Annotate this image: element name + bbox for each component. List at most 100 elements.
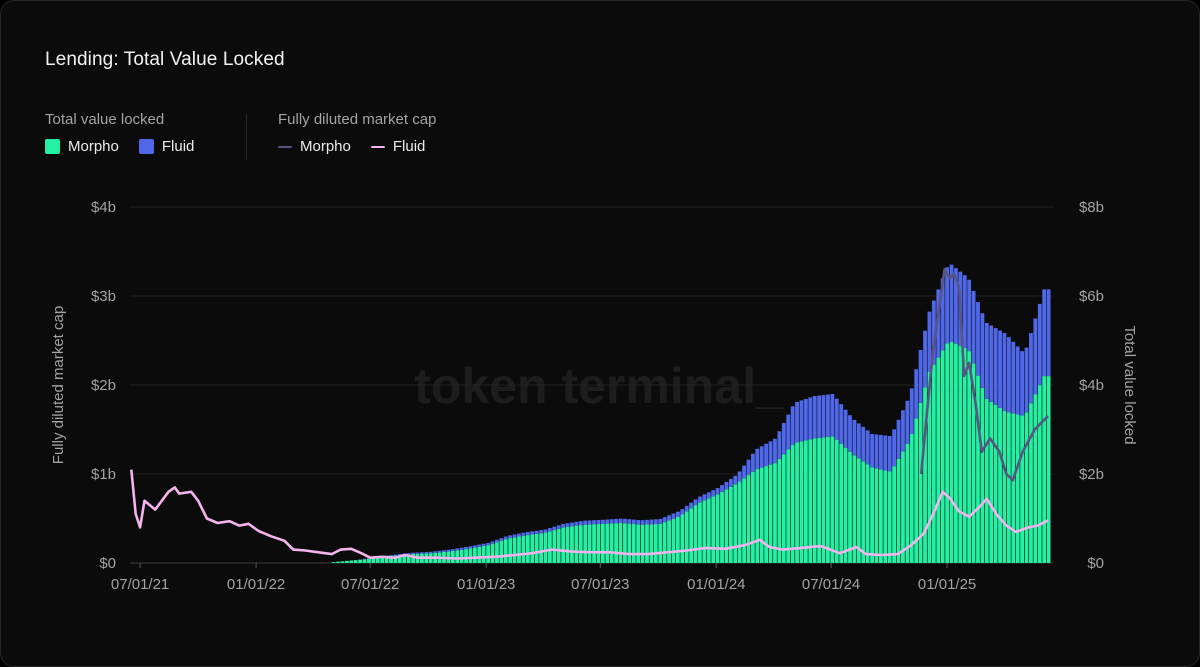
bar-fluid [1024,347,1029,413]
left-tick-label: $4b [91,199,116,216]
bar-fluid [495,539,499,543]
bar-morpho [861,461,866,563]
bar-morpho [521,535,526,563]
bar-morpho [636,524,641,563]
bar-morpho [503,539,508,563]
bar-morpho [592,524,596,563]
left-tick-label: $0 [99,555,116,572]
bar-fluid [711,490,716,497]
right-tick-label: $6b [1079,288,1104,305]
bar-morpho [578,525,583,563]
bar-morpho [711,496,716,563]
bar-fluid [675,511,680,518]
bar-morpho [923,387,927,563]
bar-morpho [865,464,870,563]
bar-fluid [834,398,839,440]
bar-fluid [534,530,539,534]
bar-morpho [936,357,941,563]
bar-morpho [883,470,888,563]
bar-morpho [468,548,473,563]
bar-morpho [790,444,795,563]
bar-morpho [931,364,936,563]
bar-morpho [901,451,905,563]
watermark: token terminal_ [414,358,785,414]
legend-item-tvl-morpho[interactable]: Morpho [45,138,119,155]
bar-fluid [671,513,676,519]
bar-fluid [636,519,641,525]
legend-item-mcap-fluid[interactable]: Fluid [370,138,425,155]
x-tick-label: 07/01/24 [802,576,860,593]
bar-morpho [755,469,760,563]
bar-fluid [808,397,813,440]
bar-morpho [843,447,848,563]
left-tick-label: $2b [91,377,116,394]
bar-morpho [839,443,844,563]
bar-morpho [671,518,676,563]
bar-morpho [993,404,998,563]
left-tick-label: $3b [91,288,116,305]
x-tick-label: 01/01/23 [457,576,515,593]
bar-fluid [592,520,596,525]
right-tick-label: $8b [1079,199,1104,216]
bar-morpho [375,557,380,563]
bar-fluid [508,535,513,539]
right-tick-label: $4b [1079,377,1104,394]
bar-fluid [733,475,738,485]
legend-item-mcap-morpho[interactable]: Morpho [278,138,351,155]
bar-morpho [940,350,945,563]
bar-morpho [856,458,861,563]
bar-morpho [631,524,636,563]
bar-fluid [658,518,663,524]
bar-fluid [755,448,760,470]
bar-morpho [848,451,852,563]
legend-mcap: Fully diluted market cap Morpho Fluid [278,111,436,155]
bar-fluid [781,422,786,455]
bar-morpho [627,523,632,563]
bar-morpho [530,534,535,563]
bar-morpho [1037,385,1042,563]
bar-morpho [962,347,967,563]
bar-morpho [1033,394,1038,563]
bar-fluid [653,519,658,525]
legend-item-tvl-fluid[interactable]: Fluid [138,138,194,155]
bar-fluid [706,492,711,499]
bar-fluid [799,400,804,442]
bar-fluid [901,410,905,452]
bar-fluid [967,279,972,352]
right-tick-label: $0 [1087,555,1104,572]
bar-fluid [627,519,632,524]
bar-morpho [954,343,958,563]
bar-morpho [402,554,407,563]
right-tick-label: $2b [1079,466,1104,483]
bar-morpho [380,557,385,563]
bar-fluid [512,534,517,538]
bar-fluid [1002,333,1007,411]
bar-fluid [623,518,627,524]
bar-morpho [751,471,755,563]
bar-fluid [927,311,932,372]
bar-morpho [764,466,769,563]
bar-morpho [614,523,619,563]
bar-fluid [931,300,936,365]
bar-fluid [450,549,455,551]
bar-morpho [600,523,605,563]
bar-fluid [561,524,566,528]
legend-line-morpho-mcap [278,145,292,148]
bar-fluid [397,554,402,556]
bar-fluid [618,518,623,524]
bar-morpho [759,467,764,563]
bar-fluid [896,419,901,459]
bar-fluid [1006,337,1011,413]
bar-fluid [587,520,592,525]
bar-morpho [878,469,883,563]
bar-fluid [702,494,707,501]
bar-morpho [821,437,826,563]
bar-morpho [706,498,711,563]
bar-morpho [587,524,592,563]
bar-fluid [455,548,460,551]
bar-fluid [570,522,574,527]
bar-morpho [715,494,720,563]
bar-fluid [596,520,601,525]
bar-fluid [547,528,552,532]
bar-fluid [773,438,777,464]
